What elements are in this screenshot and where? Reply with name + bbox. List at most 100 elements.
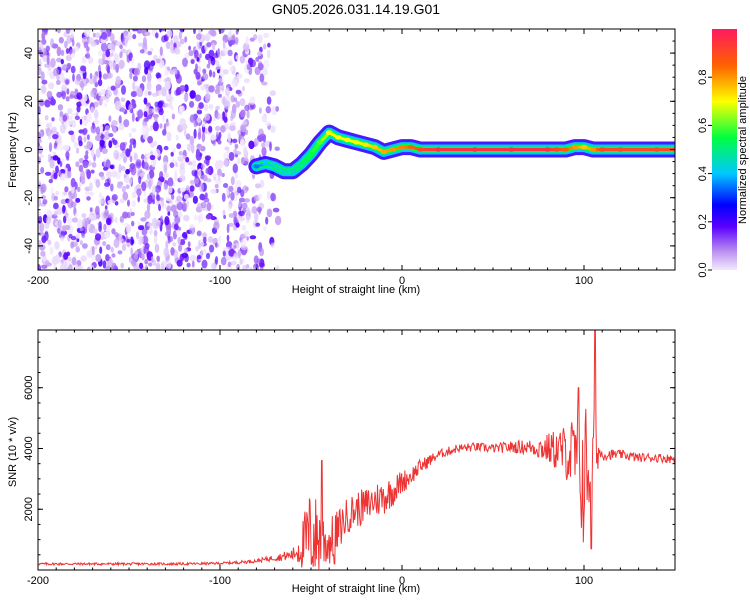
noise-speck xyxy=(40,71,45,81)
noise-speck xyxy=(61,158,65,163)
noise-speck xyxy=(228,248,235,257)
noise-speck xyxy=(71,241,78,247)
noise-speck xyxy=(201,249,207,255)
noise-speck xyxy=(105,254,110,262)
noise-speck xyxy=(200,201,207,209)
noise-speck xyxy=(104,182,111,187)
noise-speck xyxy=(51,126,57,132)
spectrogram-xlabel: Height of straight line (km) xyxy=(292,284,420,296)
noise-speck xyxy=(38,211,42,217)
noise-speck xyxy=(130,211,135,217)
noise-speck xyxy=(220,125,226,133)
noise-speck xyxy=(95,205,100,216)
noise-speck xyxy=(100,134,105,140)
noise-speck xyxy=(163,172,169,179)
signal-point xyxy=(380,149,387,155)
noise-speck xyxy=(156,90,162,96)
noise-speck xyxy=(89,207,93,213)
noise-speck xyxy=(183,193,189,200)
noise-speck xyxy=(192,195,198,204)
noise-speck xyxy=(147,108,154,115)
noise-speck xyxy=(206,42,212,48)
noise-speck xyxy=(191,160,197,168)
noise-speck xyxy=(80,65,87,72)
noise-speck xyxy=(152,121,159,132)
noise-speck xyxy=(70,65,76,74)
noise-speck xyxy=(69,29,75,39)
noise-speck xyxy=(99,139,105,147)
noise-speck xyxy=(86,134,90,141)
noise-speck xyxy=(167,211,171,216)
noise-speck xyxy=(149,226,153,235)
noise-speck xyxy=(122,155,128,164)
noise-speck xyxy=(131,191,137,198)
noise-speck xyxy=(90,90,95,98)
noise-speck xyxy=(60,236,64,242)
noise-speck xyxy=(240,109,246,118)
noise-speck xyxy=(160,29,166,32)
noise-speck xyxy=(119,215,124,223)
noise-speck xyxy=(212,117,216,122)
noise-speck xyxy=(133,265,140,270)
noise-speck xyxy=(235,55,240,60)
noise-speck xyxy=(225,87,230,97)
noise-speck xyxy=(179,187,186,192)
noise-speck xyxy=(68,130,75,136)
noise-speck xyxy=(227,149,230,155)
noise-speck xyxy=(194,49,199,59)
noise-speck xyxy=(74,263,79,270)
noise-speck xyxy=(189,100,195,108)
noise-speck xyxy=(166,29,173,38)
noise-speck xyxy=(101,148,108,154)
noise-speck xyxy=(173,35,179,44)
noise-speck xyxy=(210,29,217,37)
noise-speck xyxy=(198,215,201,224)
noise-speck xyxy=(141,75,147,83)
noise-speck xyxy=(226,223,230,234)
noise-speck xyxy=(233,97,238,103)
noise-speck xyxy=(176,201,184,211)
noise-speck xyxy=(80,176,86,185)
noise-speck xyxy=(64,186,69,193)
noise-speck xyxy=(62,204,66,214)
noise-speck xyxy=(140,217,147,222)
noise-speck xyxy=(270,193,277,202)
noise-speck xyxy=(129,143,133,153)
noise-speck xyxy=(112,126,117,134)
noise-speck xyxy=(122,191,129,201)
noise-speck xyxy=(138,42,144,47)
noise-speck xyxy=(79,227,84,232)
noise-speck xyxy=(108,115,112,122)
noise-speck xyxy=(137,114,140,122)
noise-speck xyxy=(59,232,65,239)
noise-speck xyxy=(147,173,150,180)
noise-speck xyxy=(57,227,61,234)
noise-speck xyxy=(84,29,91,38)
noise-speck xyxy=(170,204,177,213)
noise-speck xyxy=(48,130,52,140)
noise-speck xyxy=(196,143,202,148)
noise-speck xyxy=(56,79,61,86)
noise-speck xyxy=(45,45,51,52)
noise-speck xyxy=(41,79,48,85)
noise-speck xyxy=(235,37,239,45)
spec-ytick-label: -20 xyxy=(23,190,35,206)
noise-speck xyxy=(237,186,242,194)
noise-speck xyxy=(90,191,94,196)
noise-speck xyxy=(76,237,80,243)
noise-speck xyxy=(224,100,231,110)
noise-speck xyxy=(104,209,109,217)
noise-speck xyxy=(150,158,157,168)
noise-speck xyxy=(38,136,42,142)
noise-speck xyxy=(147,194,153,205)
noise-speck xyxy=(243,198,251,203)
noise-speck xyxy=(142,235,149,246)
noise-speck xyxy=(195,148,200,158)
noise-speck xyxy=(46,90,53,99)
noise-speck xyxy=(189,179,195,185)
noise-speck xyxy=(59,123,66,134)
noise-speck xyxy=(94,245,98,250)
noise-speck xyxy=(164,69,170,77)
noise-speck xyxy=(136,29,143,34)
noise-speck xyxy=(152,222,156,229)
